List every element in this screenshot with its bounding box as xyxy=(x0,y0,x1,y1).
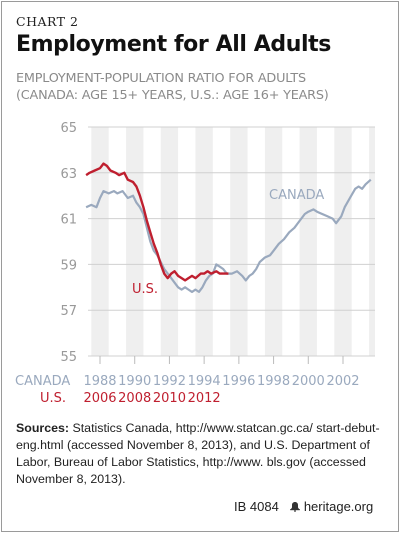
x-axis-label-us: U.S. xyxy=(40,391,66,406)
series-line-canada xyxy=(85,178,372,293)
year-band xyxy=(160,127,179,356)
year-bands xyxy=(91,127,375,356)
x-tick-label-canada: 1994 xyxy=(188,374,221,389)
x-tick-label-canada: 1990 xyxy=(118,374,151,389)
x-tick-label-canada: 1998 xyxy=(257,374,290,389)
y-tick-label: 55 xyxy=(60,350,77,365)
site-name: heritage.org xyxy=(303,499,374,514)
year-band xyxy=(91,127,109,356)
x-tick-label-canada: 1988 xyxy=(83,374,116,389)
y-tick-label: 65 xyxy=(60,121,77,136)
sources-text: Statistics Canada, http://www.statcan.gc… xyxy=(16,421,380,486)
x-tick-label-canada: 2000 xyxy=(292,374,325,389)
gridlines xyxy=(88,126,375,357)
year-band xyxy=(126,127,144,356)
annotation-us: U.S. xyxy=(132,282,158,297)
series-annotations: CANADA U.S. xyxy=(132,188,324,297)
chart-subtitle-line1: EMPLOYMENT-POPULATION RATIO FOR ADULTS xyxy=(16,71,306,86)
footer: IB 4084 heritage.org xyxy=(234,499,373,514)
x-tick-label-us: 2010 xyxy=(153,391,186,406)
bell-icon xyxy=(290,502,300,512)
chart-title: Employment for All Adults xyxy=(16,32,331,57)
y-axis-ticks: 55 57 59 61 63 65 xyxy=(60,121,77,365)
series-lines xyxy=(85,162,372,293)
annotation-canada: CANADA xyxy=(269,188,324,203)
y-tick-label: 59 xyxy=(60,258,77,273)
y-tick-label: 57 xyxy=(60,304,77,319)
chart-number: CHART 2 xyxy=(16,14,79,29)
sources-note: Sources: Statistics Canada, http://www.s… xyxy=(16,420,391,488)
year-band xyxy=(369,127,375,356)
year-band xyxy=(230,127,248,356)
x-tick-label-us: 2012 xyxy=(188,391,221,406)
x-tick-label-canada: 2002 xyxy=(326,374,359,389)
report-id: IB 4084 xyxy=(234,499,279,514)
year-band xyxy=(195,127,213,356)
x-tick-label-canada: 1992 xyxy=(153,374,186,389)
x-axis-label-canada: CANADA xyxy=(15,374,70,389)
sources-label: Sources: xyxy=(16,421,70,435)
chart-subtitle-line2: (CANADA: AGE 15+ YEARS, U.S.: AGE 16+ YE… xyxy=(16,88,329,103)
series-line-us xyxy=(85,162,229,282)
x-tick-label-us: 2008 xyxy=(118,391,151,406)
y-tick-label: 61 xyxy=(60,213,77,228)
x-tick-label-us: 2006 xyxy=(83,391,116,406)
x-tick-label-canada: 1996 xyxy=(222,374,255,389)
year-band xyxy=(264,127,283,356)
x-axes: CANADA 1988 1990 1992 1994 1996 1998 2000 2002 U.… xyxy=(15,356,360,406)
year-band xyxy=(334,127,352,356)
year-band xyxy=(299,127,317,356)
y-tick-label: 63 xyxy=(60,167,77,182)
